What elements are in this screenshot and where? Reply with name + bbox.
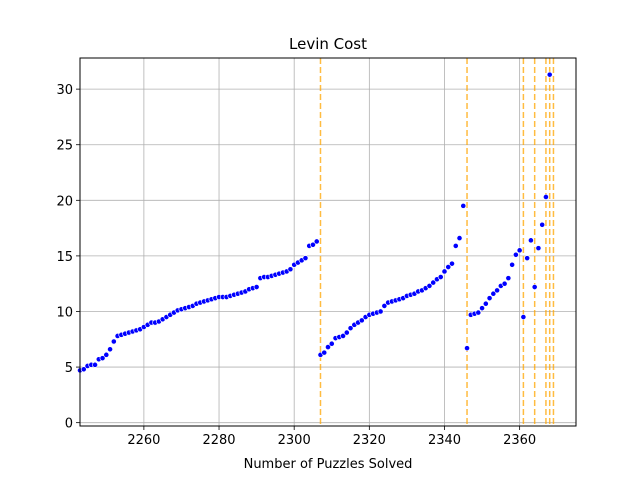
x-axis-label: Number of Puzzles Solved: [244, 457, 413, 472]
data-point: [486, 295, 493, 302]
data-point: [464, 345, 470, 352]
data-point: [490, 290, 497, 297]
data-point: [253, 284, 260, 290]
data-point: [509, 261, 516, 268]
data-point: [528, 237, 534, 244]
data-point: [452, 242, 459, 249]
point-layer: [77, 71, 553, 374]
data-point: [99, 355, 106, 362]
data-point: [426, 283, 433, 289]
y-tick-label: 30: [56, 83, 73, 98]
y-tick-label: 20: [56, 194, 73, 209]
data-point: [535, 245, 542, 252]
data-point: [377, 308, 384, 315]
data-point: [107, 346, 113, 353]
tick-layer: 2260 2280 2300 2320 2340 2360 0 5 10 15 20 25 30: [56, 83, 536, 448]
data-point: [325, 344, 331, 350]
data-point: [347, 325, 354, 332]
data-point: [479, 305, 485, 312]
data-point: [449, 260, 455, 267]
data-point: [437, 274, 444, 280]
data-point: [287, 266, 294, 273]
data-point: [501, 280, 508, 287]
y-tick-label: 5: [65, 361, 73, 376]
data-point: [456, 235, 463, 242]
data-point: [343, 329, 350, 336]
x-tick-label: 2340: [428, 433, 461, 448]
x-tick-label: 2320: [353, 433, 386, 448]
y-tick-label: 10: [56, 305, 73, 320]
data-point: [103, 351, 110, 358]
data-point: [516, 247, 523, 254]
data-point: [482, 300, 489, 307]
y-tick-label: 25: [56, 139, 73, 154]
data-point: [445, 264, 452, 270]
data-point: [313, 238, 320, 245]
y-tick-label: 15: [56, 250, 73, 265]
x-tick-label: 2360: [503, 433, 536, 448]
data-point: [328, 340, 335, 347]
y-tick-label: 0: [65, 417, 73, 432]
data-point: [494, 287, 500, 294]
data-point: [92, 361, 98, 368]
data-point: [505, 275, 512, 282]
data-point: [539, 221, 546, 228]
data-point: [358, 317, 365, 324]
plot-frame: [79, 57, 577, 427]
data-point: [441, 268, 448, 275]
grid-layer: [80, 58, 576, 426]
data-point: [340, 333, 346, 339]
x-tick-label: 2280: [202, 433, 235, 448]
data-point: [546, 71, 553, 78]
data-point: [520, 314, 527, 320]
data-point: [302, 255, 309, 262]
data-point: [381, 303, 388, 309]
data-point: [524, 255, 531, 262]
data-point: [80, 366, 87, 373]
vline-layer: [319, 58, 555, 426]
data-point: [475, 309, 482, 316]
data-point: [543, 194, 549, 200]
x-tick-label: 2260: [127, 433, 160, 448]
x-tick-label: 2300: [278, 433, 311, 448]
data-point: [512, 251, 519, 258]
data-point: [321, 349, 328, 356]
data-point: [460, 202, 467, 209]
data-point: [110, 338, 117, 345]
data-point: [430, 279, 437, 286]
chart-title: Levin Cost: [289, 35, 367, 53]
data-point: [310, 241, 316, 248]
data-point: [531, 284, 538, 290]
